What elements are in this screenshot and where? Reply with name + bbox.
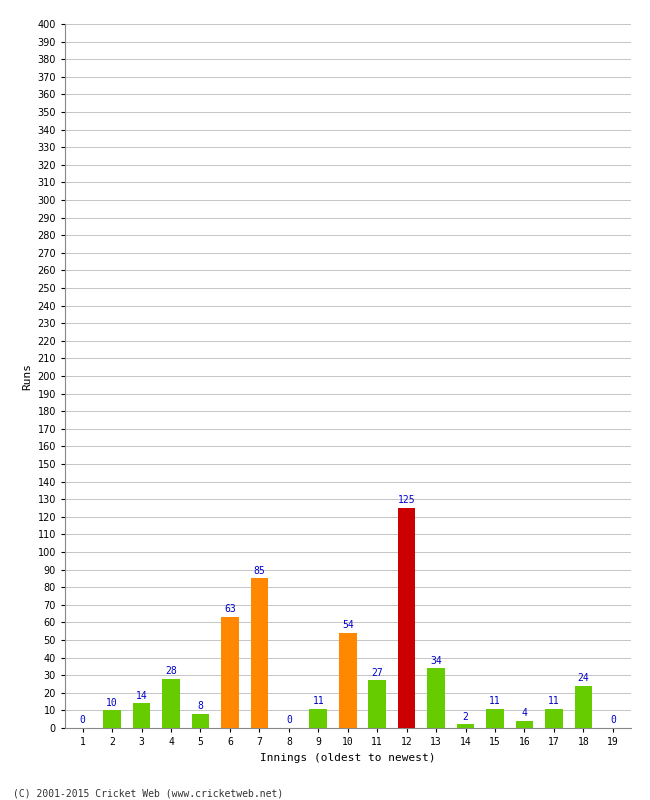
Text: 14: 14	[136, 690, 148, 701]
Y-axis label: Runs: Runs	[22, 362, 32, 390]
Bar	[309, 709, 327, 728]
Text: 10: 10	[106, 698, 118, 708]
Bar	[250, 578, 268, 728]
Bar	[545, 709, 563, 728]
Text: 0: 0	[80, 715, 86, 726]
Bar	[221, 617, 239, 728]
Text: 2: 2	[463, 712, 469, 722]
Text: 8: 8	[198, 702, 203, 711]
Bar	[369, 681, 386, 728]
Text: 27: 27	[371, 668, 383, 678]
Text: 63: 63	[224, 605, 236, 614]
Text: 0: 0	[286, 715, 292, 726]
Bar	[339, 633, 357, 728]
Bar	[457, 725, 474, 728]
Text: 28: 28	[165, 666, 177, 676]
X-axis label: Innings (oldest to newest): Innings (oldest to newest)	[260, 753, 436, 762]
Bar	[486, 709, 504, 728]
Bar	[192, 714, 209, 728]
Text: 24: 24	[577, 673, 590, 683]
Text: 54: 54	[342, 620, 354, 630]
Bar	[162, 678, 180, 728]
Bar	[398, 508, 415, 728]
Bar	[133, 703, 150, 728]
Text: 0: 0	[610, 715, 616, 726]
Text: 4: 4	[521, 708, 527, 718]
Bar	[515, 721, 533, 728]
Text: 34: 34	[430, 655, 442, 666]
Text: 11: 11	[489, 696, 501, 706]
Text: (C) 2001-2015 Cricket Web (www.cricketweb.net): (C) 2001-2015 Cricket Web (www.cricketwe…	[13, 788, 283, 798]
Bar	[103, 710, 121, 728]
Text: 11: 11	[313, 696, 324, 706]
Bar	[427, 668, 445, 728]
Text: 125: 125	[398, 495, 415, 506]
Text: 85: 85	[254, 566, 265, 576]
Bar	[575, 686, 592, 728]
Text: 11: 11	[548, 696, 560, 706]
